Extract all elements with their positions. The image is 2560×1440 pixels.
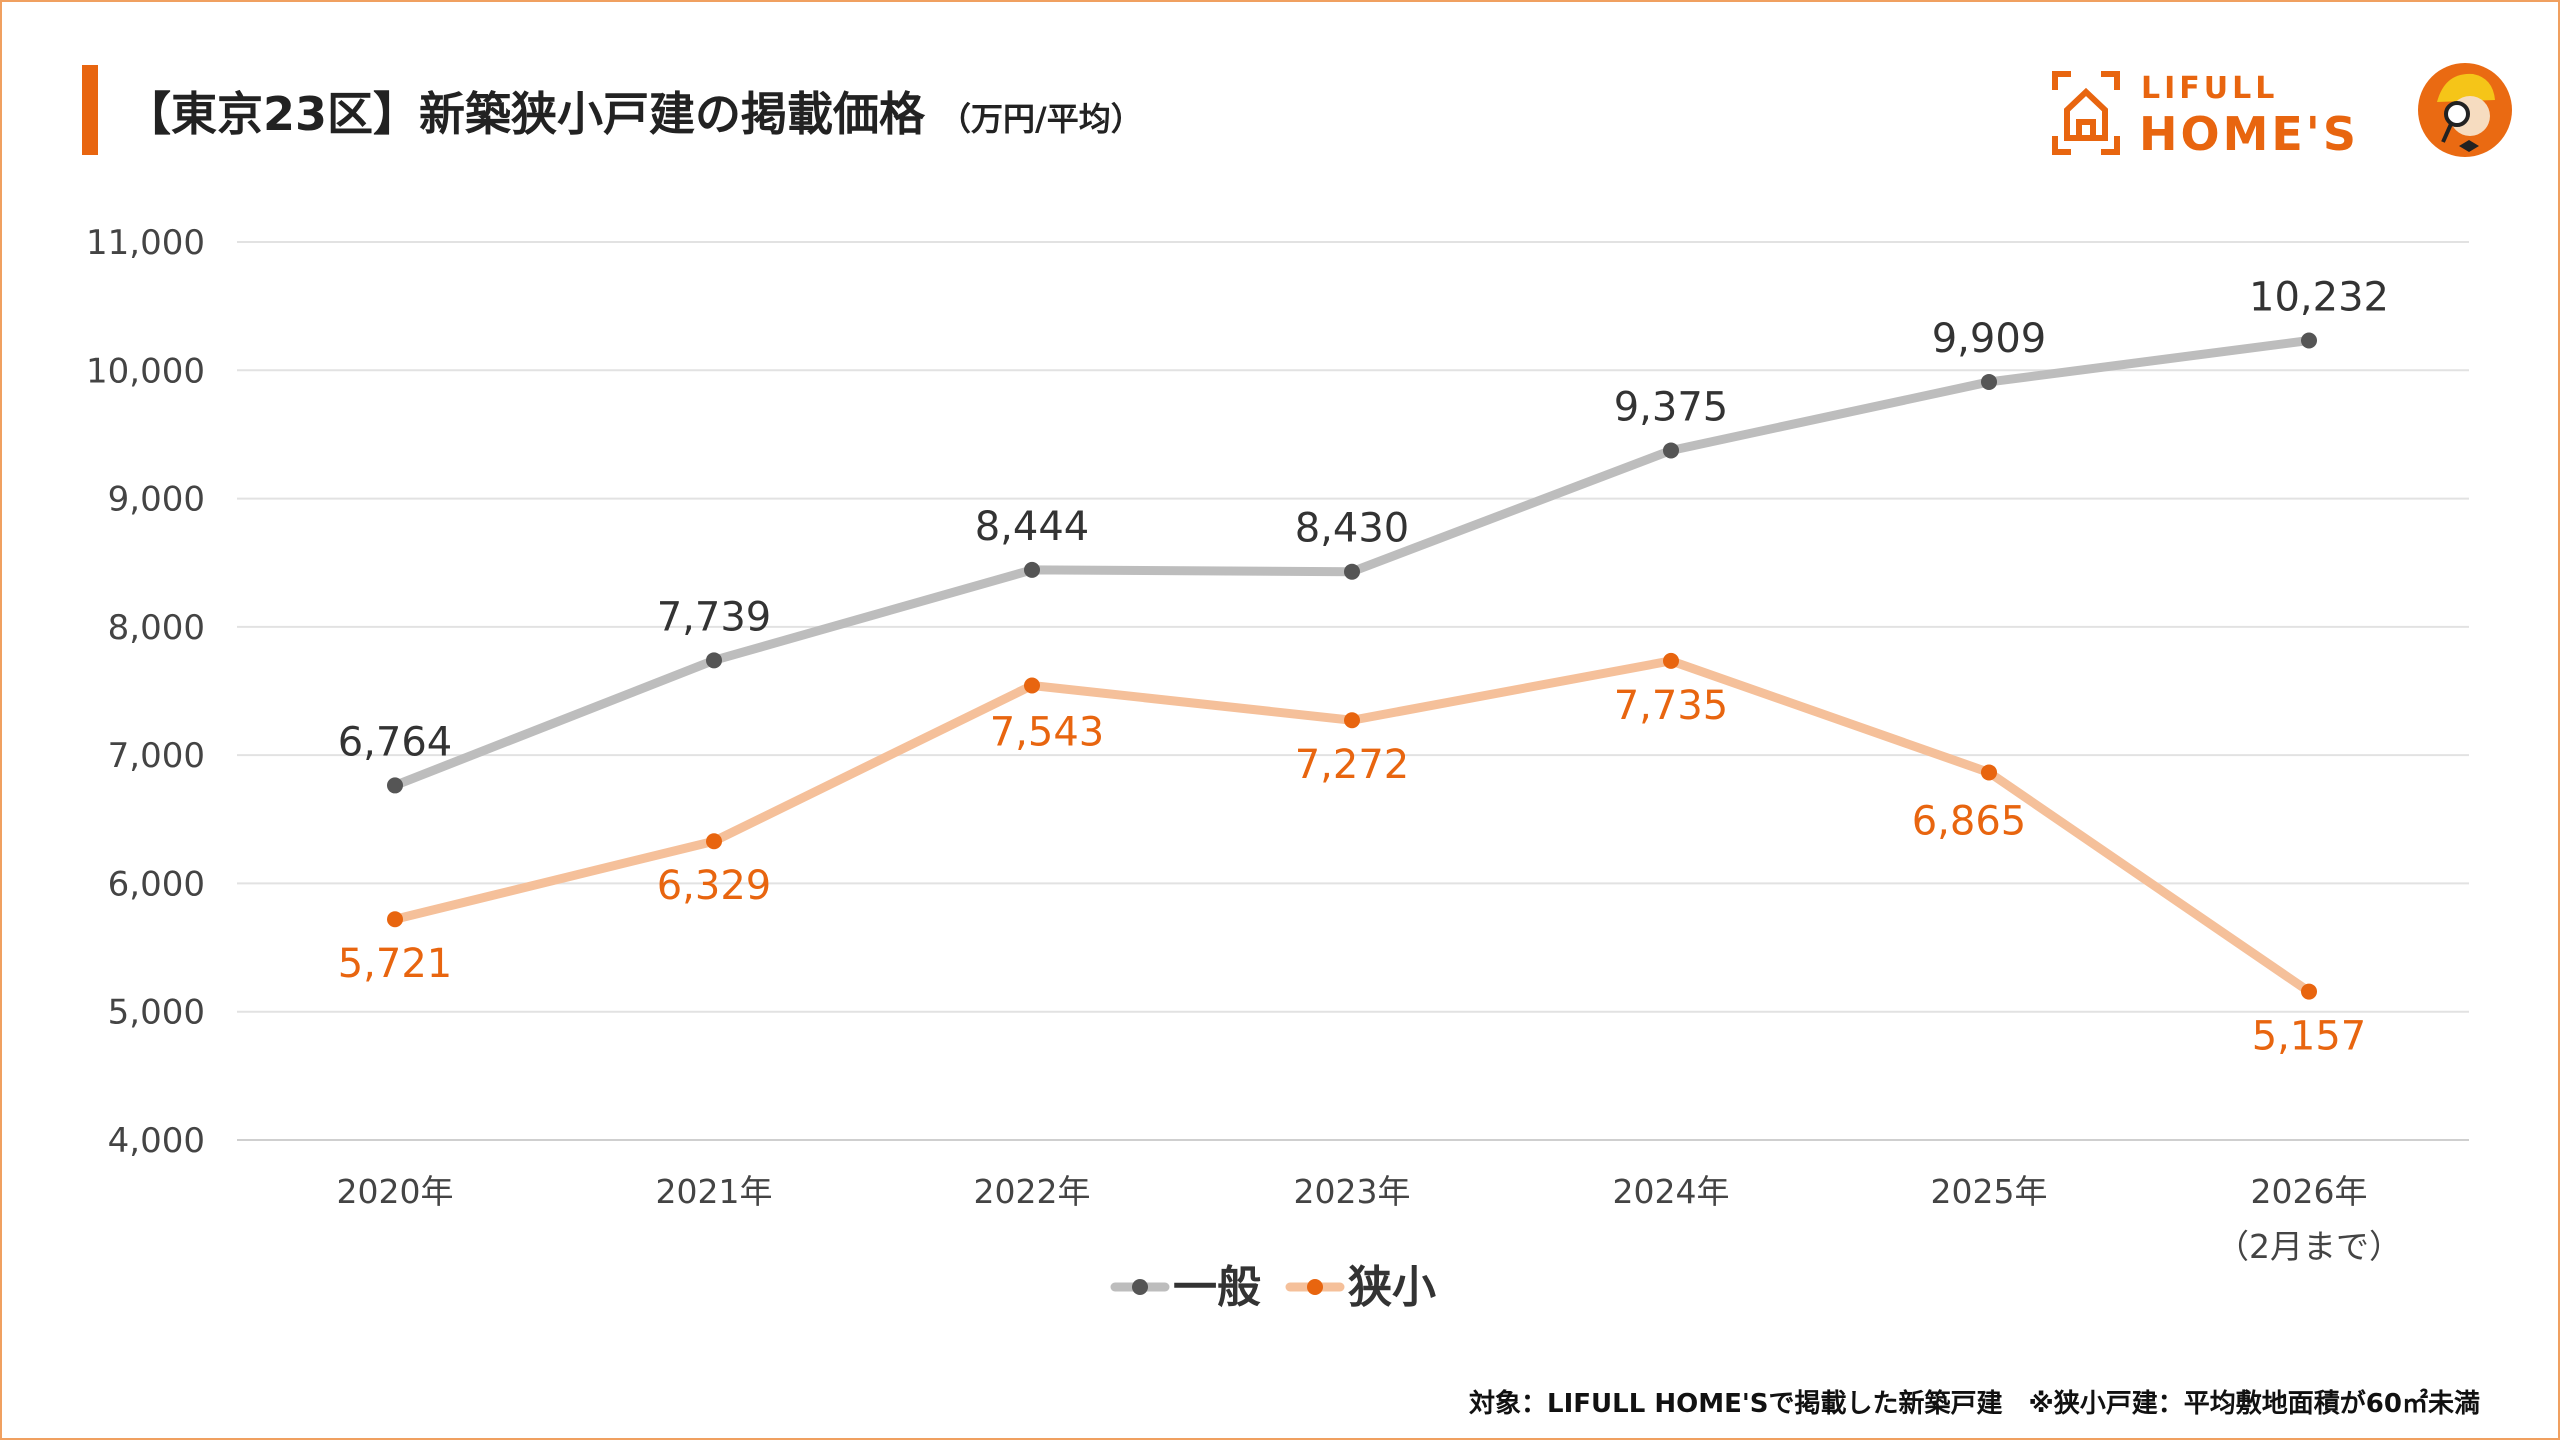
data-point [1024,677,1040,694]
data-label: 8,444 [975,504,1090,550]
mascot-icon [2418,63,2512,157]
y-tick-label: 8,000 [108,608,205,648]
legend-label: 狭小 [1348,1262,1436,1313]
x-tick-label: 2025年 [1931,1172,2048,1211]
data-point [706,652,722,669]
data-point [706,833,722,850]
title-unit: （万円/平均） [939,100,1143,138]
data-point [387,777,403,794]
data-point [2301,983,2317,1000]
y-tick-label: 5,000 [108,993,205,1033]
data-label: 9,909 [1932,316,2047,362]
x-tick-label: 2022年 [974,1172,1091,1211]
x-tick-label: 2026年 [2251,1172,2368,1211]
data-point [1663,652,1679,669]
legend-marker-icon [1307,1279,1323,1295]
x-tick-label: 2020年 [337,1172,454,1211]
x-tick-label: 2021年 [656,1172,773,1211]
x-tick-note: （2月まで） [2216,1227,2402,1266]
data-point [1344,563,1360,580]
data-point [1344,712,1360,729]
data-point [387,911,403,928]
logo-line2: HOME'S [2139,107,2359,161]
chart-title: 【東京23区】新築狭小戸建の掲載価格 （万円/平均） [125,78,1143,144]
legend-label: 一般 [1173,1262,1261,1313]
footnote: 対象：LIFULL HOME'Sで掲載した新築戸建 ※狭小戸建：平均敷地面積が6… [1469,1389,2480,1419]
data-label: 8,430 [1295,506,1410,552]
data-point [1981,764,1997,781]
house-frame-icon [2052,71,2120,155]
lifull-homes-logo: LIFULL HOME'S [2052,63,2512,161]
data-label: 9,375 [1614,384,1729,430]
y-tick-label: 9,000 [108,480,205,520]
logo-line1: LIFULL [2141,71,2278,106]
title-accent-bar [82,65,98,155]
y-tick-label: 4,000 [108,1121,205,1161]
y-tick-label: 11,000 [86,223,205,263]
data-label: 6,865 [1912,798,2027,844]
data-label: 7,735 [1614,683,1729,729]
legend-marker-icon [1132,1279,1148,1295]
y-tick-label: 10,000 [86,351,205,391]
x-tick-label: 2024年 [1613,1172,1730,1211]
data-point [1024,561,1040,578]
data-point [1981,373,1997,390]
data-label: 10,232 [2249,275,2389,321]
y-tick-label: 6,000 [108,864,205,904]
data-label: 7,739 [657,594,772,640]
data-label: 6,764 [338,719,453,765]
data-point [1663,442,1679,459]
data-label: 7,272 [1295,742,1410,788]
data-label: 5,157 [2252,1014,2367,1060]
title-text: 【東京23区】新築狭小戸建の掲載価格 [125,87,926,141]
data-label: 6,329 [657,863,772,909]
x-tick-label: 2023年 [1294,1172,1411,1211]
data-label: 5,721 [338,941,453,987]
data-point [2301,332,2317,349]
y-tick-label: 7,000 [108,736,205,776]
data-label: 7,543 [990,709,1105,755]
